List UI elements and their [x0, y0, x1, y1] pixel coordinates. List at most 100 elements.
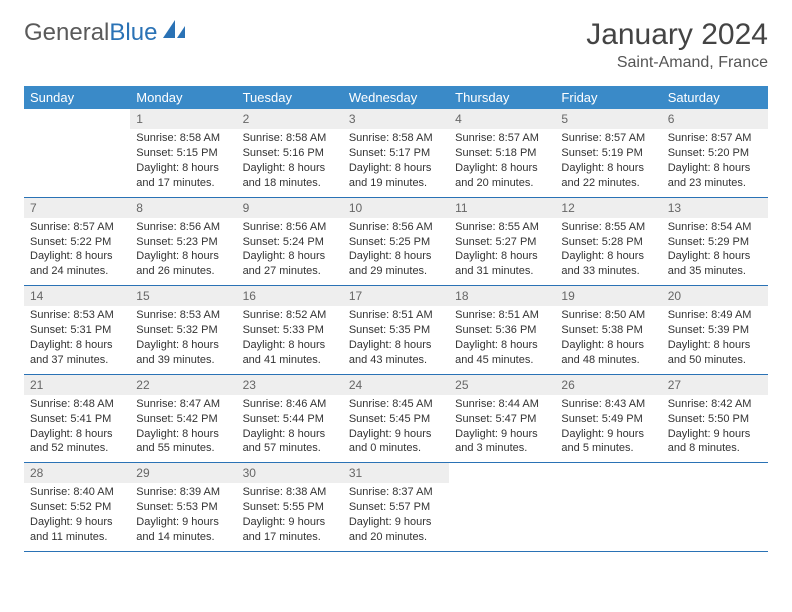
logo-text-blue: Blue: [109, 19, 157, 47]
day-cell: 9Sunrise: 8:56 AMSunset: 5:24 PMDaylight…: [237, 198, 343, 286]
day-number: 17: [343, 286, 449, 306]
weekday-thursday: Thursday: [449, 86, 555, 109]
sunrise-text: Sunrise: 8:40 AM: [30, 485, 124, 500]
location: Saint-Amand, France: [586, 54, 768, 72]
day-number: 10: [343, 198, 449, 218]
day-cell: 13Sunrise: 8:54 AMSunset: 5:29 PMDayligh…: [662, 198, 768, 286]
day-cell: 16Sunrise: 8:52 AMSunset: 5:33 PMDayligh…: [237, 286, 343, 374]
day-cell: 23Sunrise: 8:46 AMSunset: 5:44 PMDayligh…: [237, 375, 343, 463]
day-body: Sunrise: 8:56 AMSunset: 5:25 PMDaylight:…: [343, 218, 449, 285]
sunset-text: Sunset: 5:41 PM: [30, 412, 124, 427]
day-cell: 20Sunrise: 8:49 AMSunset: 5:39 PMDayligh…: [662, 286, 768, 374]
day-number: 28: [24, 463, 130, 483]
sunset-text: Sunset: 5:16 PM: [243, 146, 337, 161]
daylight-text: Daylight: 9 hours and 20 minutes.: [349, 515, 443, 545]
day-cell: 31Sunrise: 8:37 AMSunset: 5:57 PMDayligh…: [343, 463, 449, 551]
sunrise-text: Sunrise: 8:56 AM: [136, 220, 230, 235]
sunrise-text: Sunrise: 8:57 AM: [668, 131, 762, 146]
weekday-sunday: Sunday: [24, 86, 130, 109]
week-row: 21Sunrise: 8:48 AMSunset: 5:41 PMDayligh…: [24, 375, 768, 464]
day-number: 27: [662, 375, 768, 395]
day-body: Sunrise: 8:44 AMSunset: 5:47 PMDaylight:…: [449, 395, 555, 462]
day-number: 3: [343, 109, 449, 129]
sunrise-text: Sunrise: 8:54 AM: [668, 220, 762, 235]
daylight-text: Daylight: 8 hours and 37 minutes.: [30, 338, 124, 368]
logo: GeneralBlue: [24, 18, 187, 47]
daylight-text: Daylight: 8 hours and 52 minutes.: [30, 427, 124, 457]
sunrise-text: Sunrise: 8:56 AM: [349, 220, 443, 235]
day-number: 14: [24, 286, 130, 306]
day-body: Sunrise: 8:48 AMSunset: 5:41 PMDaylight:…: [24, 395, 130, 462]
sunset-text: Sunset: 5:29 PM: [668, 235, 762, 250]
day-number: 1: [130, 109, 236, 129]
sunrise-text: Sunrise: 8:45 AM: [349, 397, 443, 412]
week-row: 14Sunrise: 8:53 AMSunset: 5:31 PMDayligh…: [24, 286, 768, 375]
daylight-text: Daylight: 8 hours and 45 minutes.: [455, 338, 549, 368]
sunrise-text: Sunrise: 8:57 AM: [561, 131, 655, 146]
sunrise-text: Sunrise: 8:53 AM: [136, 308, 230, 323]
day-number: 22: [130, 375, 236, 395]
sunrise-text: Sunrise: 8:42 AM: [668, 397, 762, 412]
day-number: 12: [555, 198, 661, 218]
week-row: 28Sunrise: 8:40 AMSunset: 5:52 PMDayligh…: [24, 463, 768, 552]
day-cell: 8Sunrise: 8:56 AMSunset: 5:23 PMDaylight…: [130, 198, 236, 286]
day-body: Sunrise: 8:53 AMSunset: 5:32 PMDaylight:…: [130, 306, 236, 373]
daylight-text: Daylight: 8 hours and 18 minutes.: [243, 161, 337, 191]
sail-icon: [161, 18, 187, 47]
day-cell: .: [24, 109, 130, 197]
sunrise-text: Sunrise: 8:49 AM: [668, 308, 762, 323]
daylight-text: Daylight: 8 hours and 26 minutes.: [136, 249, 230, 279]
day-number: 8: [130, 198, 236, 218]
day-cell: 21Sunrise: 8:48 AMSunset: 5:41 PMDayligh…: [24, 375, 130, 463]
weekday-monday: Monday: [130, 86, 236, 109]
daylight-text: Daylight: 8 hours and 22 minutes.: [561, 161, 655, 191]
day-body: Sunrise: 8:38 AMSunset: 5:55 PMDaylight:…: [237, 483, 343, 550]
sunrise-text: Sunrise: 8:58 AM: [136, 131, 230, 146]
day-body: Sunrise: 8:52 AMSunset: 5:33 PMDaylight:…: [237, 306, 343, 373]
daylight-text: Daylight: 8 hours and 19 minutes.: [349, 161, 443, 191]
day-body: Sunrise: 8:49 AMSunset: 5:39 PMDaylight:…: [662, 306, 768, 373]
sunset-text: Sunset: 5:15 PM: [136, 146, 230, 161]
week-row: .1Sunrise: 8:58 AMSunset: 5:15 PMDayligh…: [24, 109, 768, 198]
day-number: 9: [237, 198, 343, 218]
sunrise-text: Sunrise: 8:58 AM: [243, 131, 337, 146]
day-cell: 3Sunrise: 8:58 AMSunset: 5:17 PMDaylight…: [343, 109, 449, 197]
daylight-text: Daylight: 8 hours and 33 minutes.: [561, 249, 655, 279]
daylight-text: Daylight: 8 hours and 48 minutes.: [561, 338, 655, 368]
daylight-text: Daylight: 8 hours and 27 minutes.: [243, 249, 337, 279]
sunrise-text: Sunrise: 8:55 AM: [561, 220, 655, 235]
sunset-text: Sunset: 5:33 PM: [243, 323, 337, 338]
day-cell: 4Sunrise: 8:57 AMSunset: 5:18 PMDaylight…: [449, 109, 555, 197]
sunset-text: Sunset: 5:42 PM: [136, 412, 230, 427]
sunset-text: Sunset: 5:24 PM: [243, 235, 337, 250]
day-body: Sunrise: 8:53 AMSunset: 5:31 PMDaylight:…: [24, 306, 130, 373]
day-cell: 14Sunrise: 8:53 AMSunset: 5:31 PMDayligh…: [24, 286, 130, 374]
sunrise-text: Sunrise: 8:47 AM: [136, 397, 230, 412]
day-cell: .: [449, 463, 555, 551]
sunset-text: Sunset: 5:50 PM: [668, 412, 762, 427]
day-number: 18: [449, 286, 555, 306]
daylight-text: Daylight: 8 hours and 43 minutes.: [349, 338, 443, 368]
sunset-text: Sunset: 5:20 PM: [668, 146, 762, 161]
day-cell: 15Sunrise: 8:53 AMSunset: 5:32 PMDayligh…: [130, 286, 236, 374]
day-cell: 22Sunrise: 8:47 AMSunset: 5:42 PMDayligh…: [130, 375, 236, 463]
sunset-text: Sunset: 5:55 PM: [243, 500, 337, 515]
day-cell: 19Sunrise: 8:50 AMSunset: 5:38 PMDayligh…: [555, 286, 661, 374]
day-cell: .: [555, 463, 661, 551]
sunrise-text: Sunrise: 8:57 AM: [30, 220, 124, 235]
sunrise-text: Sunrise: 8:57 AM: [455, 131, 549, 146]
sunset-text: Sunset: 5:27 PM: [455, 235, 549, 250]
day-cell: 25Sunrise: 8:44 AMSunset: 5:47 PMDayligh…: [449, 375, 555, 463]
weekday-saturday: Saturday: [662, 86, 768, 109]
daylight-text: Daylight: 8 hours and 29 minutes.: [349, 249, 443, 279]
daylight-text: Daylight: 8 hours and 35 minutes.: [668, 249, 762, 279]
day-number: 29: [130, 463, 236, 483]
sunset-text: Sunset: 5:45 PM: [349, 412, 443, 427]
week-row: 7Sunrise: 8:57 AMSunset: 5:22 PMDaylight…: [24, 198, 768, 287]
day-body: Sunrise: 8:43 AMSunset: 5:49 PMDaylight:…: [555, 395, 661, 462]
weeks-container: .1Sunrise: 8:58 AMSunset: 5:15 PMDayligh…: [24, 109, 768, 552]
day-body: Sunrise: 8:51 AMSunset: 5:36 PMDaylight:…: [449, 306, 555, 373]
day-cell: 7Sunrise: 8:57 AMSunset: 5:22 PMDaylight…: [24, 198, 130, 286]
day-body: Sunrise: 8:58 AMSunset: 5:16 PMDaylight:…: [237, 129, 343, 196]
day-number: 16: [237, 286, 343, 306]
